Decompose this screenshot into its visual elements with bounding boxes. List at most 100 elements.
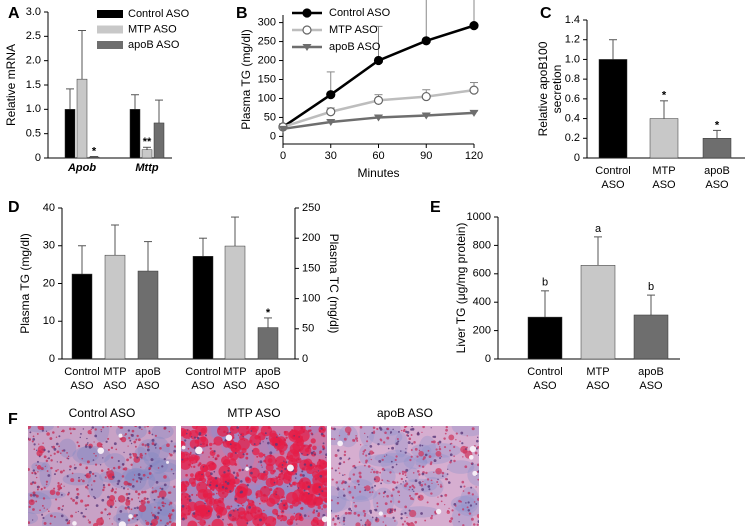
- nucleus: [450, 459, 453, 462]
- nucleus: [387, 447, 390, 450]
- nucleus: [151, 438, 155, 442]
- nucleus: [471, 493, 474, 496]
- nucleus: [57, 426, 59, 428]
- nucleus: [300, 426, 304, 430]
- nucleus: [134, 474, 136, 476]
- nucleus: [348, 485, 351, 488]
- lipid-droplet: [96, 442, 102, 448]
- y-axis-label: Plasma TC (mg/dl): [327, 234, 341, 334]
- nucleus: [257, 461, 260, 463]
- nucleus: [421, 488, 425, 491]
- nucleus: [420, 512, 423, 515]
- nucleus: [412, 486, 416, 489]
- nucleus: [335, 481, 339, 484]
- lipid-droplet: [249, 467, 260, 479]
- nucleus: [343, 450, 347, 453]
- nucleus: [237, 434, 240, 436]
- nucleus: [80, 479, 83, 481]
- nucleus: [364, 523, 367, 526]
- nucleus: [391, 508, 394, 511]
- nucleus: [444, 432, 447, 435]
- nucleus: [181, 481, 185, 484]
- nucleus: [319, 474, 323, 478]
- nucleus: [204, 465, 206, 467]
- nucleus: [359, 426, 363, 429]
- nucleus: [307, 485, 311, 489]
- nucleus: [185, 507, 188, 510]
- bar: [141, 149, 153, 159]
- nucleus: [53, 487, 56, 490]
- nucleus: [107, 495, 110, 499]
- nucleus: [86, 443, 89, 445]
- nucleus: [395, 463, 398, 466]
- nucleus: [62, 469, 65, 472]
- nucleus: [438, 446, 441, 448]
- nucleus: [40, 467, 44, 471]
- nucleus: [155, 443, 157, 445]
- nucleus: [362, 524, 364, 526]
- y-tick-label: 40: [43, 202, 55, 214]
- nucleus: [466, 506, 469, 509]
- nucleus: [433, 471, 435, 474]
- nucleus: [265, 437, 268, 440]
- nucleus: [282, 477, 285, 480]
- nucleus: [187, 447, 190, 450]
- nucleus: [364, 449, 367, 452]
- nucleus: [159, 447, 162, 450]
- nucleus: [280, 519, 283, 522]
- nucleus: [110, 456, 114, 459]
- nucleus: [208, 456, 210, 458]
- vacuole: [472, 470, 478, 476]
- nucleus: [425, 471, 428, 475]
- lipid-droplet: [244, 476, 250, 482]
- nucleus: [363, 514, 366, 517]
- nucleus: [151, 442, 155, 446]
- nucleus: [462, 490, 465, 492]
- stain-patch: [380, 449, 415, 474]
- nucleus: [134, 445, 137, 448]
- nucleus: [116, 482, 120, 486]
- nucleus: [67, 455, 70, 458]
- nucleus: [356, 479, 360, 483]
- nucleus: [102, 426, 105, 429]
- bar: [598, 59, 628, 159]
- nucleus: [94, 497, 97, 500]
- nucleus: [318, 459, 322, 462]
- nucleus: [73, 428, 76, 431]
- nucleus: [317, 514, 320, 517]
- nucleus: [386, 454, 388, 456]
- nucleus: [347, 432, 351, 436]
- y-tick-label: 200: [258, 54, 276, 66]
- nucleus: [393, 481, 396, 484]
- x-tick-label: 120: [465, 150, 483, 162]
- nucleus: [354, 487, 356, 490]
- nucleus: [254, 481, 257, 484]
- nucleus: [414, 492, 418, 496]
- panel-label: C: [540, 5, 552, 22]
- nucleus: [414, 447, 418, 451]
- nucleus: [318, 493, 321, 496]
- nucleus: [404, 451, 407, 454]
- nucleus: [185, 481, 189, 484]
- nucleus: [274, 442, 278, 446]
- lipid-droplet: [70, 478, 75, 483]
- nucleus: [38, 443, 40, 445]
- nucleus: [170, 468, 173, 471]
- nucleus: [398, 494, 401, 497]
- nucleus: [458, 521, 460, 523]
- nucleus: [246, 510, 250, 514]
- nucleus: [127, 499, 131, 503]
- nucleus: [79, 463, 82, 466]
- nucleus: [389, 431, 393, 434]
- nucleus: [173, 445, 176, 448]
- nucleus: [283, 460, 285, 462]
- nucleus: [276, 436, 278, 438]
- nucleus: [50, 466, 53, 470]
- nucleus: [430, 461, 433, 464]
- nucleus: [71, 472, 74, 475]
- nucleus: [222, 518, 224, 521]
- nucleus: [234, 499, 237, 502]
- lipid-droplet: [212, 500, 225, 513]
- nucleus: [419, 484, 421, 486]
- nucleus: [181, 493, 184, 495]
